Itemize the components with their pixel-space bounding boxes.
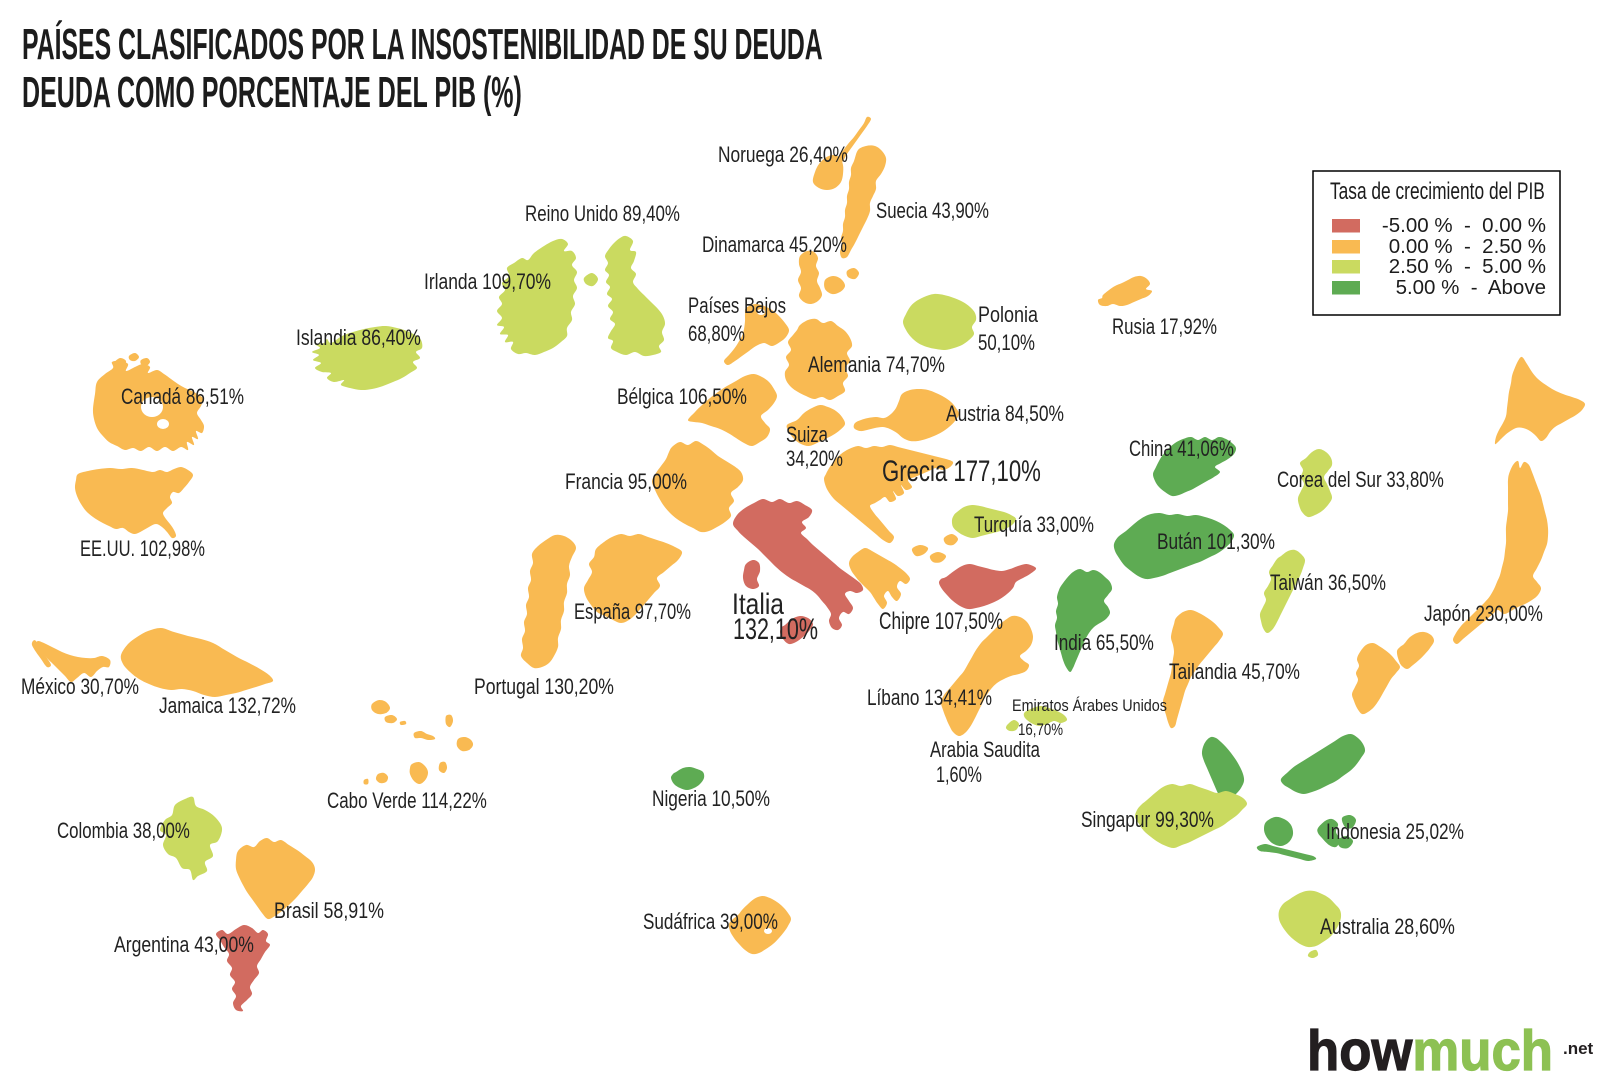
svg-text:Italia: Italia bbox=[732, 587, 785, 621]
svg-text:Islandia 86,40%: Islandia 86,40% bbox=[296, 326, 421, 350]
svg-text:EE.UU. 102,98%: EE.UU. 102,98% bbox=[80, 537, 205, 562]
svg-text:Reino Unido 89,40%: Reino Unido 89,40% bbox=[525, 202, 680, 227]
svg-text:5.00 % - Above: 5.00 % - Above bbox=[1396, 276, 1546, 299]
svg-text:Tailandia 45,70%: Tailandia 45,70% bbox=[1169, 660, 1300, 685]
svg-text:-5.00 % - 0.00 %: -5.00 % - 0.00 % bbox=[1382, 214, 1546, 237]
svg-text:Grecia 177,10%: Grecia 177,10% bbox=[882, 454, 1041, 488]
svg-text:Cabo Verde 114,22%: Cabo Verde 114,22% bbox=[327, 789, 487, 814]
svg-text:Dinamarca 45,20%: Dinamarca 45,20% bbox=[702, 233, 847, 258]
svg-text:34,20%: 34,20% bbox=[786, 447, 843, 472]
svg-text:Taiwán 36,50%: Taiwán 36,50% bbox=[1270, 571, 1386, 596]
svg-text:Polonia: Polonia bbox=[978, 303, 1039, 327]
svg-text:DEUDA COMO PORCENTAJE DEL PIB: DEUDA COMO PORCENTAJE DEL PIB (%) bbox=[22, 68, 522, 117]
svg-text:Chipre 107,50%: Chipre 107,50% bbox=[879, 608, 1003, 634]
svg-text:Indonesia 25,02%: Indonesia 25,02% bbox=[1326, 820, 1464, 844]
svg-text:Argentina 43,00%: Argentina 43,00% bbox=[114, 933, 254, 957]
svg-text:howmuch: howmuch bbox=[1307, 1018, 1553, 1081]
svg-text:.net: .net bbox=[1563, 1039, 1594, 1058]
svg-text:Austria 84,50%: Austria 84,50% bbox=[946, 402, 1064, 426]
svg-text:México 30,70%: México 30,70% bbox=[21, 675, 139, 699]
svg-text:16,70%: 16,70% bbox=[1018, 721, 1063, 740]
svg-text:Brasil 58,91%: Brasil 58,91% bbox=[274, 899, 384, 923]
svg-text:Corea del Sur 33,80%: Corea del Sur 33,80% bbox=[1277, 468, 1444, 493]
svg-text:Rusia 17,92%: Rusia 17,92% bbox=[1112, 315, 1217, 340]
svg-text:Suiza: Suiza bbox=[786, 423, 828, 448]
svg-text:2.50 % - 5.00 %: 2.50 % - 5.00 % bbox=[1389, 255, 1546, 278]
svg-text:Colombia 38,00%: Colombia 38,00% bbox=[57, 819, 190, 844]
svg-text:Suecia 43,90%: Suecia 43,90% bbox=[876, 199, 989, 224]
svg-text:0.00 % - 2.50 %: 0.00 % - 2.50 % bbox=[1389, 235, 1546, 258]
svg-text:Canadá 86,51%: Canadá 86,51% bbox=[121, 385, 244, 410]
svg-text:Bélgica 106,50%: Bélgica 106,50% bbox=[617, 385, 747, 409]
svg-text:Jamaica 132,72%: Jamaica 132,72% bbox=[159, 694, 296, 718]
svg-text:Irlanda 109,70%: Irlanda 109,70% bbox=[424, 270, 551, 294]
svg-text:Tasa de crecimiento del PIB: Tasa de crecimiento del PIB bbox=[1330, 178, 1545, 204]
svg-text:India 65,50%: India 65,50% bbox=[1054, 631, 1154, 656]
svg-text:Bután 101,30%: Bután 101,30% bbox=[1157, 530, 1275, 554]
svg-text:Alemania 74,70%: Alemania 74,70% bbox=[808, 353, 945, 377]
svg-text:España 97,70%: España 97,70% bbox=[574, 600, 691, 625]
svg-text:Nigeria 10,50%: Nigeria 10,50% bbox=[652, 787, 770, 811]
svg-text:50,10%: 50,10% bbox=[978, 331, 1035, 356]
svg-text:Singapur 99,30%: Singapur 99,30% bbox=[1081, 808, 1214, 832]
svg-text:China 41,06%: China 41,06% bbox=[1129, 437, 1234, 462]
svg-text:PAÍSES CLASIFICADOS POR LA INS: PAÍSES CLASIFICADOS POR LA INSOSTENIBILI… bbox=[22, 20, 823, 69]
svg-text:Emiratos Árabes Unidos: Emiratos Árabes Unidos bbox=[1012, 695, 1167, 716]
svg-text:Francia 95,00%: Francia 95,00% bbox=[565, 470, 687, 494]
svg-text:Líbano 134,41%: Líbano 134,41% bbox=[867, 686, 992, 711]
svg-text:132,10%: 132,10% bbox=[733, 611, 818, 645]
svg-text:Portugal 130,20%: Portugal 130,20% bbox=[474, 675, 614, 699]
svg-text:1,60%: 1,60% bbox=[936, 764, 982, 788]
svg-text:Turquía 33,00%: Turquía 33,00% bbox=[974, 513, 1094, 538]
svg-text:68,80%: 68,80% bbox=[688, 322, 745, 347]
svg-text:Noruega 26,40%: Noruega 26,40% bbox=[718, 143, 848, 167]
svg-text:Japón 230,00%: Japón 230,00% bbox=[1424, 602, 1543, 627]
svg-text:Países Bajos: Países Bajos bbox=[688, 294, 786, 319]
svg-text:Sudáfrica 39,00%: Sudáfrica 39,00% bbox=[643, 910, 778, 935]
svg-text:Arabia Saudita: Arabia Saudita bbox=[930, 738, 1040, 763]
svg-text:Australia 28,60%: Australia 28,60% bbox=[1320, 915, 1455, 939]
